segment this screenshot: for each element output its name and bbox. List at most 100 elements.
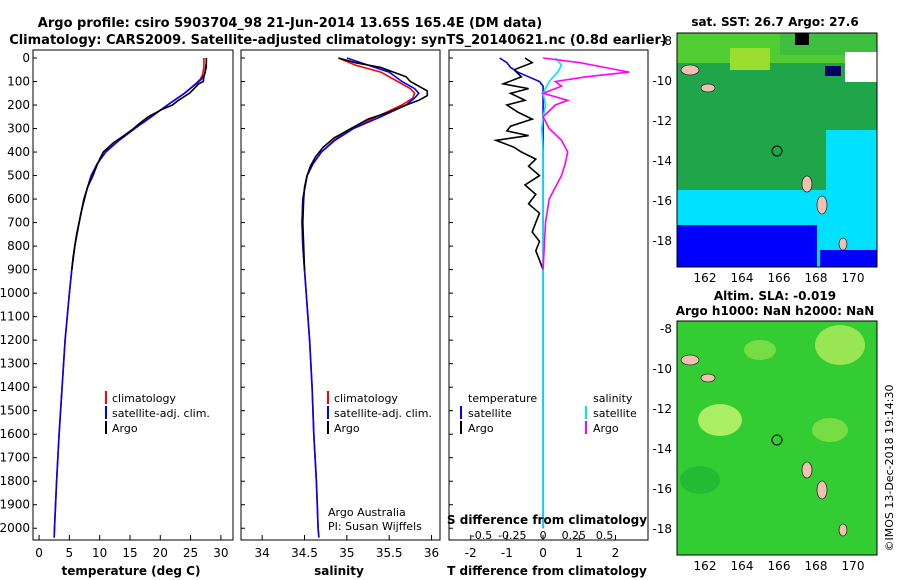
credit-line1: Argo Australia bbox=[328, 506, 406, 519]
argo-location-marker bbox=[771, 145, 783, 157]
legend-title-temperature: temperature bbox=[468, 392, 537, 405]
salinity-tick-label: 35 bbox=[339, 546, 354, 560]
depth-tick-label: 600 bbox=[7, 192, 30, 206]
depth-tick-label: 1000 bbox=[0, 286, 30, 300]
legend-swatch-satellite bbox=[327, 406, 329, 419]
sla-map-lon-tick-label: 168 bbox=[805, 559, 828, 573]
legend-swatch-satellite bbox=[105, 406, 107, 419]
depth-tick-label: 1400 bbox=[0, 380, 30, 394]
argo-location-marker bbox=[771, 434, 783, 446]
sst-map-lon-tick-label: 164 bbox=[731, 271, 754, 285]
sst-map-lat-tick-label: -16 bbox=[652, 194, 672, 208]
salinity-series-satellite bbox=[301, 57, 420, 538]
figure-title-line2: Climatology: CARS2009. Satellite-adjuste… bbox=[9, 33, 667, 48]
t-difference-tick-label: -1 bbox=[501, 546, 513, 560]
legend-label-satellite: satellite-adj. clim. bbox=[112, 407, 210, 420]
temperature-tick-label: 5 bbox=[66, 546, 74, 560]
sla-map bbox=[676, 320, 878, 556]
temperature-tick-label: 15 bbox=[122, 546, 137, 560]
depth-tick-label: 500 bbox=[7, 169, 30, 183]
temperature-tick-label: 20 bbox=[153, 546, 168, 560]
sla-map-lat-tick-label: -12 bbox=[652, 402, 672, 416]
temperature-axis-label: temperature (deg C) bbox=[62, 564, 201, 578]
legend-label-s-satellite: satellite bbox=[593, 407, 637, 420]
sst-cold-band-2 bbox=[820, 250, 877, 267]
depth-tick-label: 1900 bbox=[0, 498, 30, 512]
sst-map-lon-tick-label: 168 bbox=[805, 271, 828, 285]
salinity-tick-label: 36 bbox=[424, 546, 439, 560]
depth-tick-label: 1200 bbox=[0, 333, 30, 347]
sst-map-lat-tick-label: -12 bbox=[652, 114, 672, 128]
difference-panel-frame bbox=[448, 49, 649, 541]
sla-map-frame bbox=[676, 320, 878, 556]
difference-legend: temperature satellite Argo salinity sate… bbox=[460, 392, 637, 435]
depth-tick-label: 1100 bbox=[0, 310, 30, 324]
temperature-series-satellite bbox=[53, 58, 208, 538]
legend-label-t-argo: Argo bbox=[468, 422, 494, 435]
salinity-tick-label: 35.5 bbox=[376, 546, 403, 560]
legend-label-t-satellite: satellite bbox=[468, 407, 512, 420]
temperature-tick-label: 10 bbox=[92, 546, 107, 560]
sla-map-lat-tick-label: -14 bbox=[652, 442, 672, 456]
island-solomon-1 bbox=[680, 354, 700, 366]
s-difference-tick-label: 0 bbox=[540, 529, 547, 542]
figure-title-line1: Argo profile: csiro 5903704_98 21-Jun-20… bbox=[38, 16, 542, 31]
temperature-tick-label: 30 bbox=[213, 546, 228, 560]
legend-swatch-t-satellite bbox=[460, 406, 462, 419]
depth-tick-label: 1600 bbox=[0, 427, 30, 441]
depth-tick-label: 700 bbox=[7, 216, 30, 230]
sla-high-patch-2 bbox=[815, 325, 865, 365]
sla-low-patch-1 bbox=[680, 466, 720, 494]
sst-map-lat-tick-label: -10 bbox=[652, 74, 672, 88]
depth-tick-label: 1800 bbox=[0, 474, 30, 488]
sst-map-frame bbox=[676, 32, 878, 268]
ticks-layer: 0100200300400500600700800900100011001200… bbox=[0, 34, 864, 573]
sst-map-lat-tick-label: -18 bbox=[652, 234, 672, 248]
sla-high-patch-1 bbox=[698, 404, 742, 436]
salinity-legend: climatology satellite-adj. clim. Argo bbox=[327, 391, 432, 435]
island-solomon-2 bbox=[700, 83, 716, 93]
sla-high-patch-4 bbox=[812, 418, 848, 442]
sla-map-lon-tick-label: 170 bbox=[842, 559, 865, 573]
depth-tick-label: 900 bbox=[7, 263, 30, 277]
temperature-tick-label: 0 bbox=[35, 546, 43, 560]
legend-swatch-t-argo bbox=[460, 421, 462, 434]
legend-swatch-climatology bbox=[327, 391, 329, 404]
depth-tick-label: 300 bbox=[7, 122, 30, 136]
t-difference-tick-label: 2 bbox=[612, 546, 620, 560]
salinity-tick-label: 34 bbox=[255, 546, 270, 560]
sst-map-lon-tick-label: 162 bbox=[694, 271, 717, 285]
legend-label-s-argo: Argo bbox=[593, 422, 619, 435]
island-vanuatu-3 bbox=[838, 237, 848, 251]
sst-cold-band bbox=[677, 225, 817, 267]
depth-tick-label: 0 bbox=[22, 51, 30, 65]
legend-swatch-s-argo bbox=[585, 421, 587, 434]
sst-map-lon-tick-label: 170 bbox=[842, 271, 865, 285]
t-difference-tick-label: 0 bbox=[539, 546, 547, 560]
island-vanuatu-3 bbox=[838, 523, 848, 537]
island-vanuatu-2 bbox=[816, 195, 828, 215]
t-difference-tick-label: 1 bbox=[575, 546, 583, 560]
temperature-series-argo bbox=[71, 58, 208, 270]
island-vanuatu-1 bbox=[801, 175, 813, 193]
sst-map-title: sat. SST: 26.7 Argo: 27.6 bbox=[691, 15, 858, 29]
sst-dark-patch bbox=[825, 66, 841, 76]
salinity-series-argo bbox=[301, 57, 429, 270]
imos-stamp: ©IMOS 13-Dec-2018 19:14:30 bbox=[883, 385, 896, 552]
sst-map-lat-tick-label: -14 bbox=[652, 154, 672, 168]
island-solomon-1 bbox=[680, 64, 700, 76]
legend-label-satellite: satellite-adj. clim. bbox=[334, 407, 432, 420]
s-difference-axis-label: S difference from climatology bbox=[447, 513, 647, 527]
t-difference-series-argo bbox=[492, 57, 544, 270]
sla-map-title-2: Argo h1000: NaN h2000: NaN bbox=[676, 304, 875, 318]
legend-title-salinity: salinity bbox=[593, 392, 633, 405]
sst-map-lat-tick-label: -8 bbox=[660, 34, 672, 48]
depth-tick-label: 2000 bbox=[0, 521, 30, 535]
legend-swatch-argo bbox=[105, 421, 107, 434]
salinity-panel-frame bbox=[240, 49, 441, 541]
depth-tick-label: 1300 bbox=[0, 357, 30, 371]
salinity-tick-label: 34.5 bbox=[291, 546, 318, 560]
sst-warm-patch-2 bbox=[780, 33, 877, 55]
sst-cool-patch bbox=[826, 130, 877, 190]
